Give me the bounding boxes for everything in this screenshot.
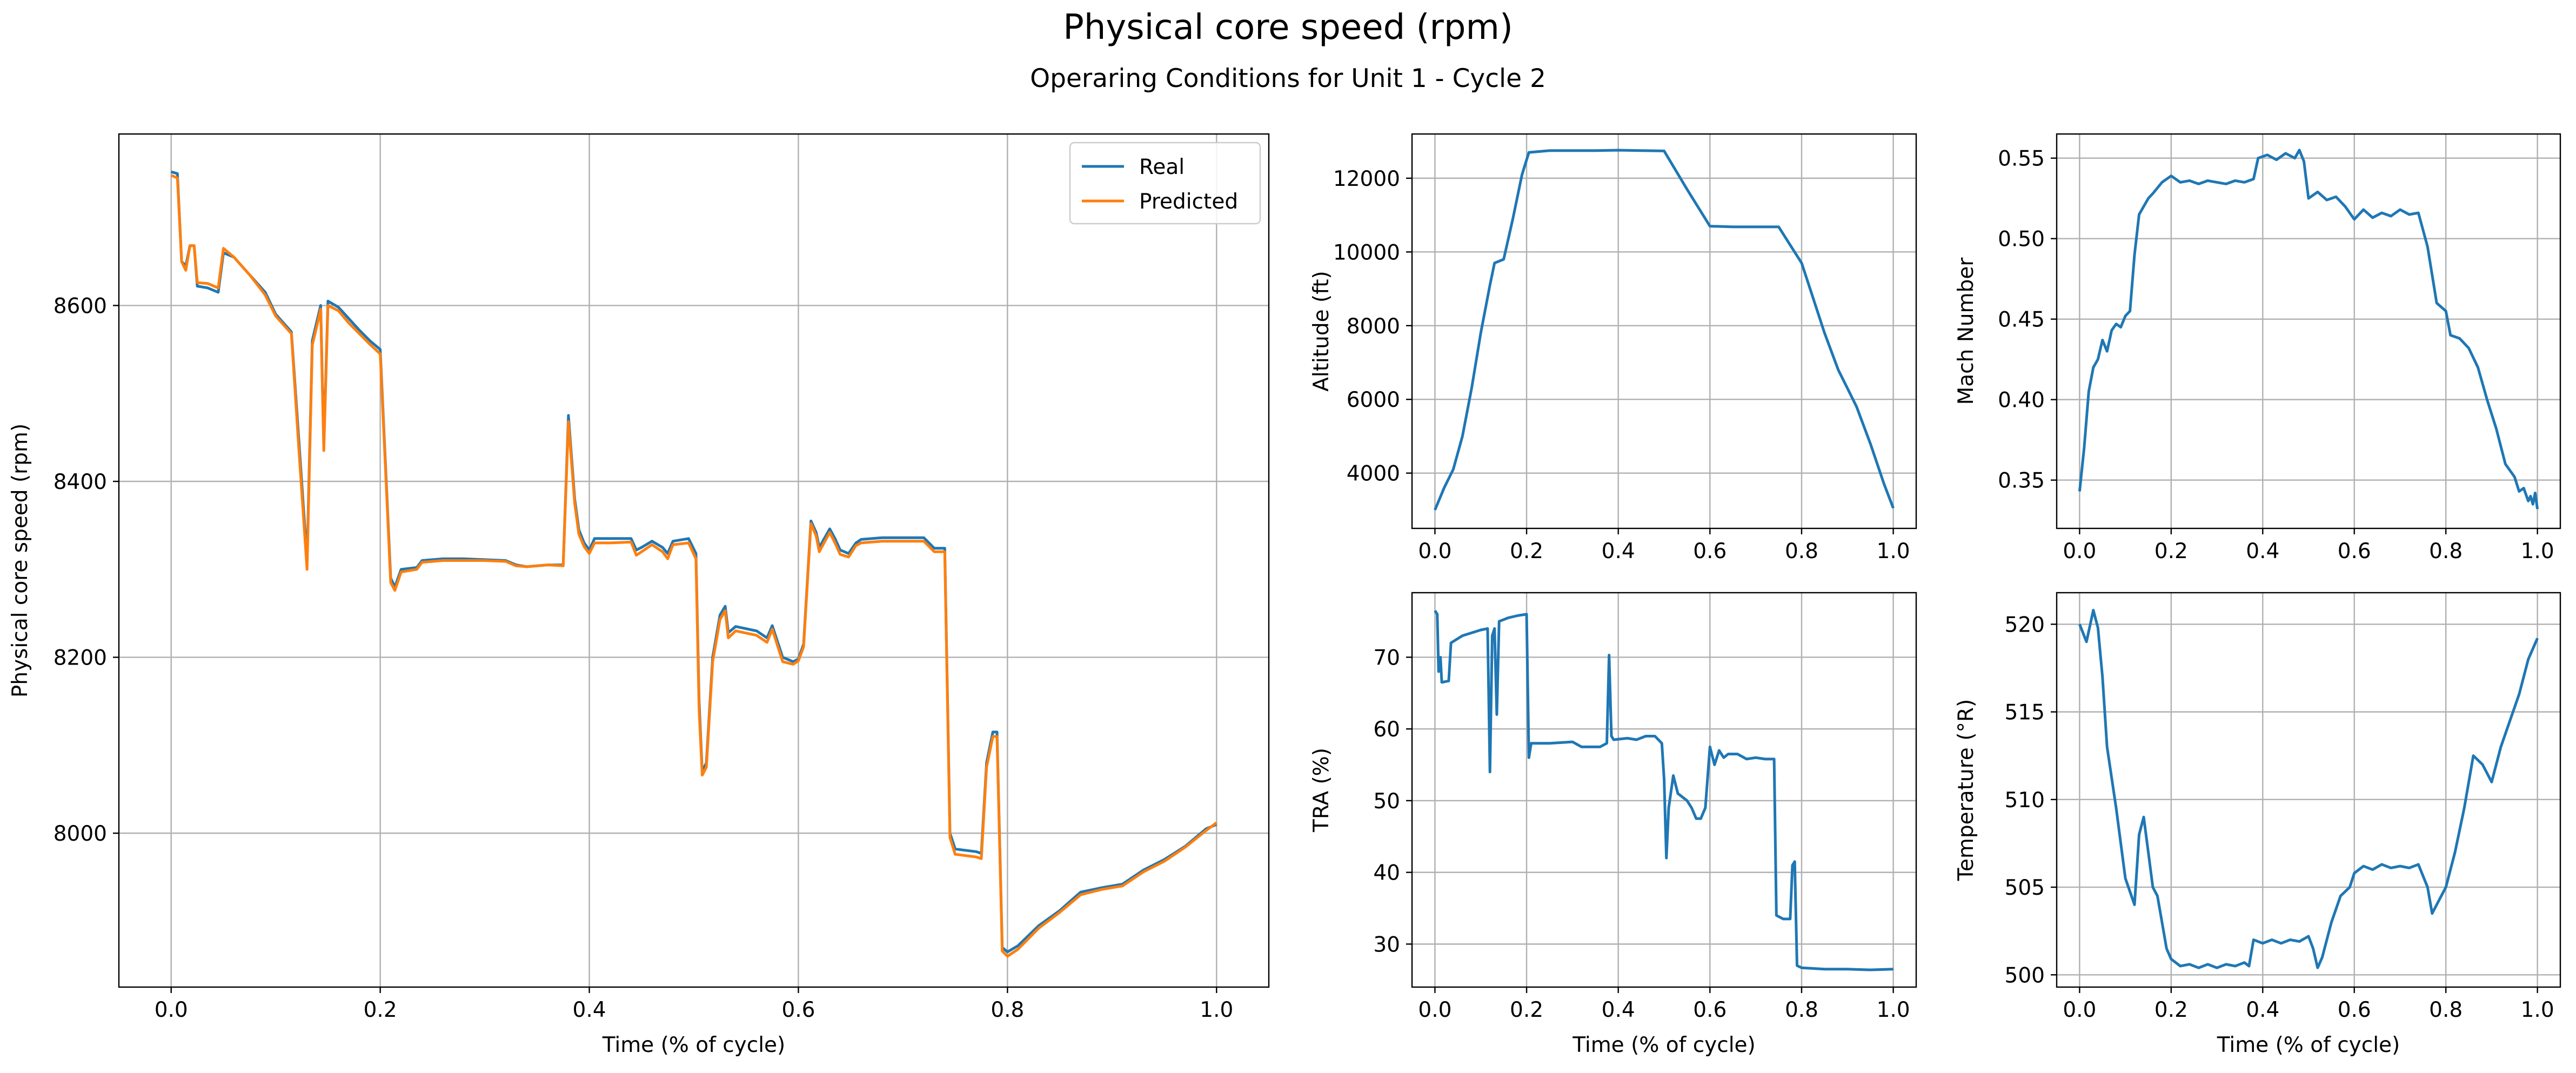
axes-frame [1411, 133, 1917, 529]
y-tick-label: 40 [1373, 861, 1400, 886]
x-tick-label: 0.8 [1785, 539, 1818, 564]
y-tick-label: 505 [2005, 876, 2045, 900]
x-tick-label: 0.0 [2063, 539, 2096, 564]
x-tick-label: 1.0 [2521, 539, 2554, 564]
legend-box [1069, 142, 1261, 225]
y-axis-label: Altitude (ft) [1309, 271, 1334, 392]
tra-plot: 0.0 0.2 0.4 0.6 0.8 1.0 30 40 50 60 70 Time (% of c… [1309, 592, 1917, 1057]
x-tick-label: 0.8 [1785, 998, 1818, 1022]
x-tick-label: 0.2 [1510, 539, 1543, 564]
x-tick-label: 1.0 [1877, 539, 1910, 564]
y-tick-label: 10000 [1333, 240, 1400, 265]
y-tick-label: 50 [1373, 789, 1400, 814]
y-tick-label: 520 [2005, 613, 2045, 637]
x-tick-label: 0.4 [1602, 539, 1635, 564]
x-tick-label: 0.4 [2246, 539, 2279, 564]
mach-plot: 0.0 0.2 0.4 0.6 0.8 1.0 0.35 0.40 0.45 0.50 0.55 Ma… [1954, 133, 2561, 564]
temperature-series-line [2078, 608, 2539, 969]
altitude-series-line [1434, 149, 1895, 511]
legend-label: Real [1139, 155, 1185, 179]
x-tick-label: 0.2 [1510, 998, 1543, 1022]
x-tick-label: 0.2 [2155, 539, 2188, 564]
x-tick-label: 0.6 [1693, 998, 1727, 1022]
y-tick-label: 60 [1373, 717, 1400, 742]
y-tick-label: 8000 [1347, 314, 1400, 339]
x-axis-label: Time (% of cycle) [1572, 1033, 1756, 1057]
real-series-line [171, 170, 1217, 954]
figure-subtitle: Operaring Conditions for Unit 1 - Cycle … [1030, 64, 1546, 93]
y-tick-label: 8400 [53, 470, 107, 494]
x-axis-label: Time (% of cycle) [2217, 1033, 2400, 1057]
x-tick-label: 1.0 [1877, 998, 1910, 1022]
y-axis-label: Temperature (°R) [1954, 699, 1978, 881]
x-tick-label: 1.0 [1200, 998, 1233, 1022]
x-tick-label: 0.6 [2338, 998, 2371, 1022]
y-tick-label: 12000 [1333, 167, 1400, 191]
y-tick-label: 0.35 [1998, 469, 2045, 493]
x-tick-label: 0.8 [2429, 998, 2463, 1022]
x-tick-label: 0.0 [1418, 539, 1451, 564]
temperature-plot: 0.0 0.2 0.4 0.6 0.8 1.0 500 505 510 515 520 Time (%… [1954, 592, 2561, 1057]
legend: Real Predicted [1069, 142, 1261, 225]
x-tick-label: 1.0 [2521, 998, 2554, 1022]
y-tick-label: 8000 [53, 822, 107, 846]
x-tick-label: 0.0 [1418, 998, 1451, 1022]
x-tick-label: 0.0 [155, 998, 188, 1022]
x-tick-label: 0.2 [364, 998, 397, 1022]
altitude-plot: 0.0 0.2 0.4 0.6 0.8 1.0 4000 6000 8000 10000 12000… [1309, 133, 1917, 564]
core-speed-plot: 0.0 0.2 0.4 0.6 0.8 1.0 8000 8200 8400 8600 Time (… [8, 133, 1270, 1057]
figure-title: Physical core speed (rpm) [1063, 8, 1513, 48]
axes-frame [2056, 133, 2561, 529]
legend-label: Predicted [1139, 190, 1238, 214]
y-tick-label: 30 [1373, 933, 1400, 957]
y-tick-label: 0.50 [1998, 227, 2045, 252]
y-tick-label: 510 [2005, 788, 2045, 813]
x-tick-label: 0.0 [2063, 998, 2096, 1022]
y-tick-label: 4000 [1347, 462, 1400, 486]
x-tick-label: 0.6 [781, 998, 815, 1022]
y-axis-label: Mach Number [1954, 257, 1978, 405]
axes-frame [118, 133, 1270, 988]
y-axis-label: Physical core speed (rpm) [8, 424, 32, 698]
x-tick-label: 0.8 [2429, 539, 2463, 564]
y-tick-label: 515 [2005, 701, 2045, 725]
x-tick-label: 0.6 [2338, 539, 2371, 564]
tra-series-line [1434, 609, 1893, 971]
y-tick-label: 0.55 [1998, 147, 2045, 171]
y-tick-label: 0.40 [1998, 388, 2045, 413]
x-tick-label: 0.4 [1602, 998, 1635, 1022]
y-tick-label: 8600 [53, 294, 107, 318]
x-tick-label: 0.6 [1693, 539, 1727, 564]
x-tick-label: 0.4 [2246, 998, 2279, 1022]
x-axis-label: Time (% of cycle) [602, 1033, 786, 1057]
x-tick-label: 0.4 [573, 998, 606, 1022]
y-tick-label: 70 [1373, 646, 1400, 670]
y-tick-label: 8200 [53, 646, 107, 670]
y-tick-label: 6000 [1347, 388, 1400, 412]
x-tick-label: 0.8 [991, 998, 1024, 1022]
y-axis-label: TRA (%) [1309, 748, 1334, 833]
predicted-series-line [170, 174, 1217, 958]
y-tick-label: 0.45 [1998, 308, 2045, 332]
mach-series-line [2078, 149, 2539, 509]
y-tick-label: 500 [2005, 963, 2045, 988]
axes-frame [2056, 592, 2561, 988]
axes-frame [1411, 592, 1917, 988]
x-tick-label: 0.2 [2155, 998, 2188, 1022]
